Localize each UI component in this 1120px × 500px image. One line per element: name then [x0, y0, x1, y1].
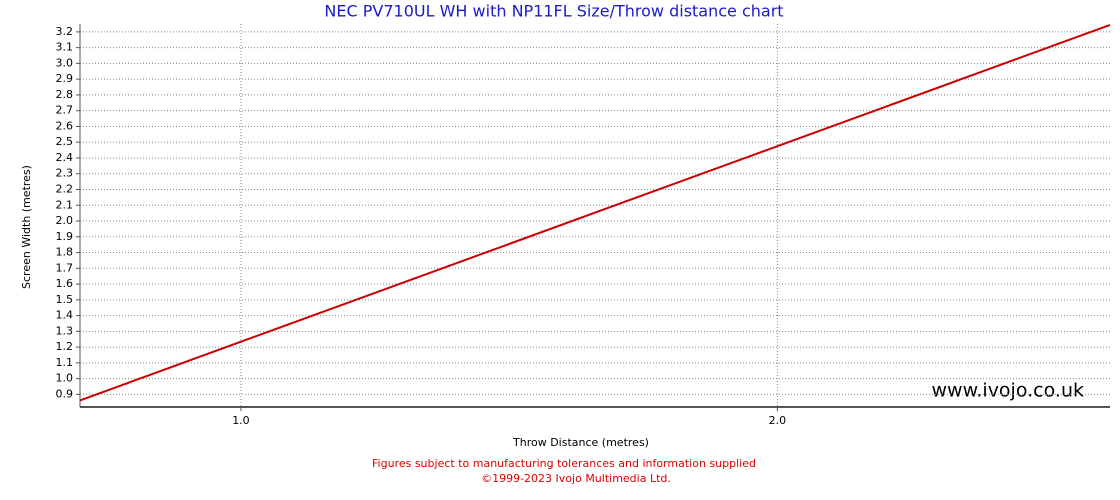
y-tick-label: 2.6 — [56, 119, 74, 132]
y-tick-label: 2.1 — [56, 198, 74, 211]
y-tick-label: 1.3 — [56, 324, 74, 337]
x-axis-label: Throw Distance (metres) — [512, 436, 649, 449]
y-tick-label: 2.7 — [56, 104, 74, 117]
y-tick-label: 1.9 — [56, 230, 74, 243]
y-tick-label: 1.0 — [56, 372, 74, 385]
y-axis-label: Screen Width (metres) — [20, 165, 33, 289]
y-tick-label: 3.2 — [56, 25, 74, 38]
x-tick-label: 1.0 — [232, 414, 250, 427]
y-tick-label: 1.5 — [56, 293, 74, 306]
y-tick-label: 1.4 — [56, 309, 74, 322]
x-tick-label: 2.0 — [769, 414, 787, 427]
y-tick-label: 2.0 — [56, 214, 74, 227]
y-tick-label: 2.9 — [56, 72, 74, 85]
footer: Figures subject to manufacturing toleran… — [372, 457, 756, 470]
y-tick-label: 1.7 — [56, 261, 74, 274]
y-tick-label: 1.8 — [56, 246, 74, 259]
y-tick-label: 2.2 — [56, 182, 74, 195]
y-tick-label: 2.8 — [56, 88, 74, 101]
y-tick-label: 2.4 — [56, 151, 74, 164]
line — [79, 24, 1111, 402]
chart-title: NEC PV710UL WH with NP11FL Size/Throw di… — [324, 2, 783, 21]
y-tick-label: 2.5 — [56, 135, 74, 148]
footer: ©1999-2023 Ivojo Multimedia Ltd. — [481, 472, 671, 485]
watermark: www.ivojo.co.uk — [932, 380, 1085, 402]
y-tick-label: 1.2 — [56, 340, 74, 353]
y-tick-label: 2.3 — [56, 167, 74, 180]
y-tick-label: 1.6 — [56, 277, 74, 290]
y-tick-label: 1.1 — [56, 356, 74, 369]
y-tick-label: 3.0 — [56, 56, 74, 69]
y-tick-label: 0.9 — [56, 387, 74, 400]
y-tick-label: 3.1 — [56, 41, 74, 54]
